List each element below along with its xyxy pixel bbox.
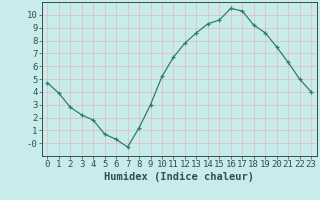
X-axis label: Humidex (Indice chaleur): Humidex (Indice chaleur): [104, 172, 254, 182]
